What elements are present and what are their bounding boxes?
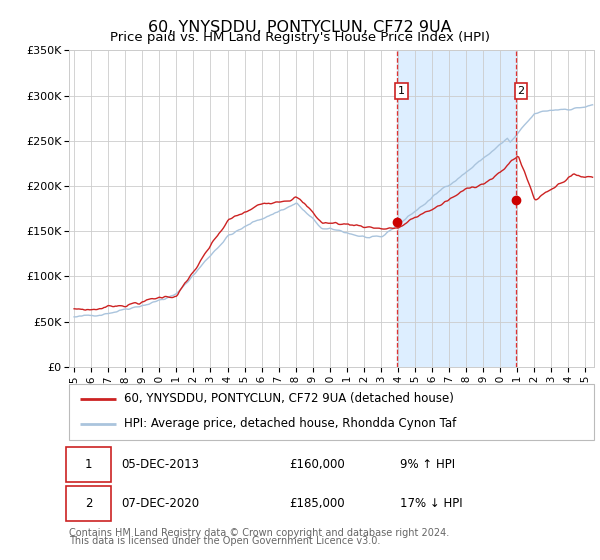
Text: Contains HM Land Registry data © Crown copyright and database right 2024.: Contains HM Land Registry data © Crown c…	[69, 528, 449, 538]
Text: 1: 1	[398, 86, 405, 96]
Text: 2: 2	[85, 497, 92, 510]
Text: 9% ↑ HPI: 9% ↑ HPI	[400, 458, 455, 471]
Text: Price paid vs. HM Land Registry's House Price Index (HPI): Price paid vs. HM Land Registry's House …	[110, 31, 490, 44]
Text: 05-DEC-2013: 05-DEC-2013	[121, 458, 199, 471]
FancyBboxPatch shape	[67, 447, 111, 482]
FancyBboxPatch shape	[67, 486, 111, 521]
Text: 1: 1	[85, 458, 92, 471]
Text: £185,000: £185,000	[290, 497, 345, 510]
Text: 60, YNYSDDU, PONTYCLUN, CF72 9UA: 60, YNYSDDU, PONTYCLUN, CF72 9UA	[148, 20, 452, 35]
Text: This data is licensed under the Open Government Licence v3.0.: This data is licensed under the Open Gov…	[69, 536, 380, 547]
Text: 60, YNYSDDU, PONTYCLUN, CF72 9UA (detached house): 60, YNYSDDU, PONTYCLUN, CF72 9UA (detach…	[124, 392, 454, 405]
Bar	[397, 50, 516, 367]
Text: £160,000: £160,000	[290, 458, 345, 471]
Text: HPI: Average price, detached house, Rhondda Cynon Taf: HPI: Average price, detached house, Rhon…	[124, 417, 457, 431]
Text: 17% ↓ HPI: 17% ↓ HPI	[400, 497, 463, 510]
Text: 07-DEC-2020: 07-DEC-2020	[121, 497, 200, 510]
Text: 2: 2	[517, 86, 524, 96]
